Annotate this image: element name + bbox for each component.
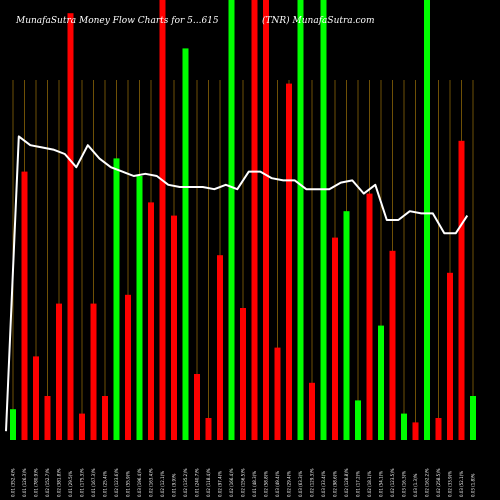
x-tick-label-22: 0.02 (58.8)% xyxy=(264,471,269,497)
bar-12 xyxy=(148,202,154,440)
x-tick-label-13: 0.02 (12.1)% xyxy=(160,471,165,497)
x-tick-label-36: 0.02 (162.2)% xyxy=(425,468,430,497)
x-tick-label-1: 0.01 (126.3)% xyxy=(22,468,27,497)
bar-21 xyxy=(251,0,258,440)
x-tick-label-30: 0.01 (17.2)% xyxy=(356,471,361,497)
chart-title-right: (TNR) MunafaSutra.com xyxy=(262,15,375,26)
x-tick-label-29: 0.02 (128.8)% xyxy=(344,468,349,497)
bar-9 xyxy=(113,158,120,440)
bar-16 xyxy=(194,374,200,440)
bar-37 xyxy=(435,418,442,440)
bar-8 xyxy=(102,396,108,440)
x-tick-label-38: 0.02 (33.9)% xyxy=(448,471,453,497)
x-tick-label-3: 0.02 (152.7)% xyxy=(45,468,50,497)
chart-title-left: MunafaSutra Money Flow Charts for 5...61… xyxy=(15,16,219,26)
x-tick-label-40: 0.03 (1.8)% xyxy=(471,473,476,497)
bar-31 xyxy=(366,193,373,440)
bar-27 xyxy=(320,0,327,440)
x-tick-label-19: 0.02 (166.4)% xyxy=(229,468,234,497)
x-tick-label-28: 0.02 (98.6)% xyxy=(333,471,338,497)
x-tick-label-39: 0.03 (52.1)% xyxy=(459,471,464,497)
bar-28 xyxy=(332,237,338,440)
bar-40 xyxy=(470,396,476,440)
x-tick-label-14: 0.01 (9.9)% xyxy=(172,473,177,497)
bar-11 xyxy=(136,176,143,440)
bar-19 xyxy=(228,0,235,440)
bar-14 xyxy=(171,215,177,440)
bar-4 xyxy=(56,303,62,440)
bar-26 xyxy=(309,382,315,440)
x-tick-label-21: 0.01 (48.3)% xyxy=(252,471,257,497)
price-line-path xyxy=(5,135,469,432)
x-tick-label-17: 0.02 (118.4)% xyxy=(206,468,211,497)
x-tick-label-32: 0.01 (54.1)% xyxy=(379,471,384,497)
bar-36 xyxy=(424,0,430,440)
x-tick-label-24: 0.02 (29.4)% xyxy=(287,471,292,497)
x-tick-label-26: 0.02 (129.3)% xyxy=(310,468,315,497)
bar-39 xyxy=(458,140,465,441)
bar-15 xyxy=(182,48,189,441)
x-tick-label-16: 0.01 (240.7)% xyxy=(195,468,200,497)
x-tick-label-6: 0.01 (175.3)% xyxy=(80,468,85,497)
bar-38 xyxy=(447,272,453,440)
x-tick-label-10: 0.01 (55.9)% xyxy=(126,471,131,497)
bar-2 xyxy=(33,356,39,440)
x-tick-label-37: 0.02 (258.5)% xyxy=(436,468,441,497)
bar-33 xyxy=(389,250,396,440)
bar-17 xyxy=(205,418,212,440)
bar-29 xyxy=(343,211,350,440)
bar-7 xyxy=(90,303,97,440)
x-tick-label-5: 0.01 (29.5)% xyxy=(68,471,73,497)
bar-18 xyxy=(217,255,223,440)
bar-30 xyxy=(355,400,361,440)
bar-22 xyxy=(263,0,269,440)
bar-13 xyxy=(159,0,166,440)
bar-3 xyxy=(44,396,51,440)
x-tick-label-9: 0.02 (123.6)% xyxy=(114,468,119,497)
x-tick-label-2: 0.01 (780.9)% xyxy=(34,468,39,497)
x-tick-label-12: 0.02 (163.4)% xyxy=(149,468,154,497)
bars xyxy=(10,0,476,441)
x-tick-label-31: 0.02 (18.1)% xyxy=(367,471,372,497)
x-tick-label-0: 0.01 (352.4)% xyxy=(11,468,16,497)
bar-0 xyxy=(10,409,16,440)
x-tick-label-8: 0.01 (25.4)% xyxy=(103,471,108,497)
x-tick-label-11: 0.03 (196.4)% xyxy=(137,468,142,497)
price-line xyxy=(5,135,469,432)
x-tick-labels: 0.01 (352.4)% 0.01 (126.3)% 0.01 (780.9)% 0… xyxy=(11,468,476,497)
x-tick-label-35: 0.03 (1.3)% xyxy=(413,473,418,497)
x-tick-label-33: 0.02 (123.5)% xyxy=(390,468,395,497)
bar-35 xyxy=(412,422,419,440)
bar-1 xyxy=(21,171,28,440)
bar-24 xyxy=(286,83,292,440)
bar-32 xyxy=(378,325,384,440)
x-tick-label-7: 0.01 (167.3)% xyxy=(91,468,96,497)
x-tick-label-25: 0.03 (63.3)% xyxy=(298,471,303,497)
x-tick-label-23: 0.03 (49.4)% xyxy=(275,471,280,497)
x-tick-label-34: 0.03 (16.3)% xyxy=(402,471,407,497)
x-tick-label-4: 0.02 (381.8)% xyxy=(57,468,62,497)
bar-34 xyxy=(401,413,407,440)
bar-25 xyxy=(297,0,304,440)
bar-6 xyxy=(79,413,85,440)
bar-23 xyxy=(274,347,281,440)
bar-20 xyxy=(240,308,246,440)
bar-5 xyxy=(67,13,74,440)
x-tick-label-18: 0.02 (97.4)% xyxy=(218,471,223,497)
x-tick-label-20: 0.02 (156.5)% xyxy=(241,468,246,497)
bar-10 xyxy=(125,294,131,440)
x-tick-label-15: 0.02 (135.2)% xyxy=(183,468,188,497)
x-tick-label-27: 0.03 (33.4)% xyxy=(321,471,326,497)
